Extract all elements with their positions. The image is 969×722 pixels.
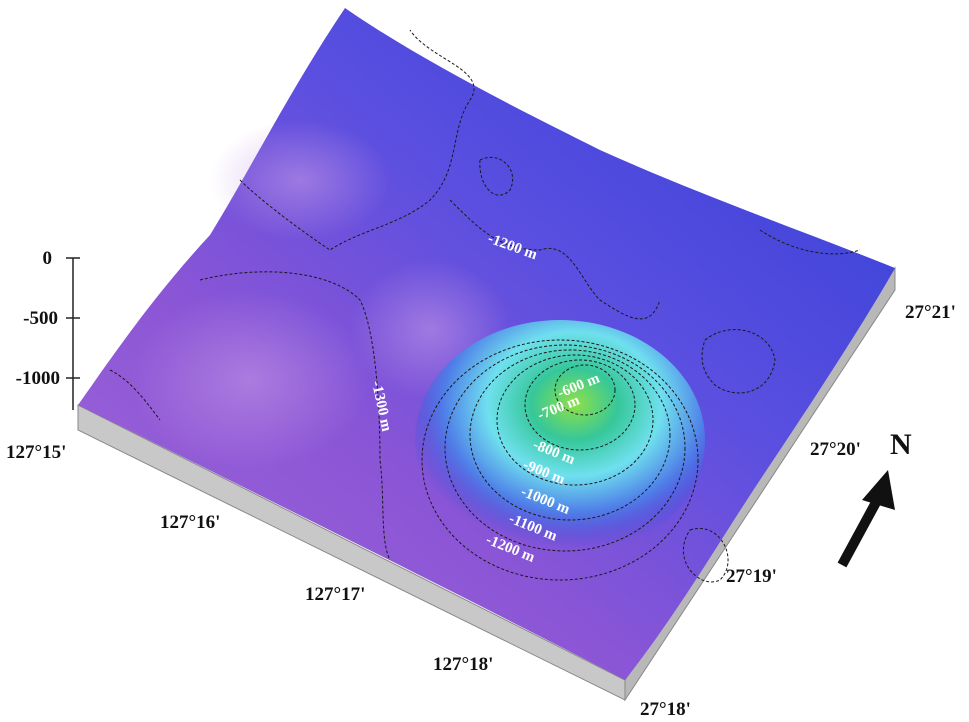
latitude-label: 27°20'	[810, 439, 861, 460]
latitude-label: 27°19'	[726, 566, 777, 587]
longitude-label: 127°18'	[433, 654, 493, 675]
surface-highlight	[210, 120, 390, 240]
latitude-label: 27°18'	[640, 699, 691, 720]
seamount	[415, 320, 705, 560]
north-label: N	[890, 428, 912, 461]
north-arrow-head	[862, 470, 895, 510]
north-arrow-shaft	[837, 492, 885, 568]
longitude-labels: 127°15' 127°16' 127°17' 127°18'	[6, 442, 493, 675]
longitude-label: 127°15'	[6, 442, 66, 463]
depth-axis: 0 -500 -1000	[16, 248, 80, 410]
depth-tick-0: 0	[43, 248, 53, 269]
north-arrow: N	[837, 428, 912, 568]
surface-highlight	[130, 290, 370, 470]
depth-tick-1000: -1000	[16, 368, 60, 389]
depth-tick-500: -500	[23, 308, 58, 329]
seamount-contours	[421, 339, 699, 581]
regional-contours	[109, 29, 861, 583]
longitude-label: 127°17'	[305, 584, 365, 605]
longitude-label: 127°16'	[160, 512, 220, 533]
latitude-labels: 27°21' 27°20' 27°19' 27°18'	[640, 302, 956, 720]
latitude-label: 27°21'	[905, 302, 956, 323]
